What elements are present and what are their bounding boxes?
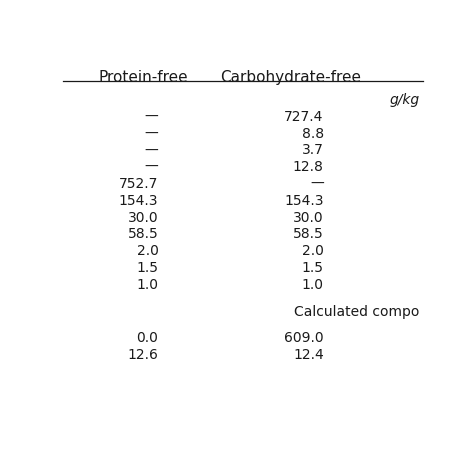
Text: 0.0: 0.0	[137, 331, 158, 346]
Text: 752.7: 752.7	[119, 177, 158, 191]
Text: Protein-free: Protein-free	[99, 70, 189, 85]
Text: 12.6: 12.6	[128, 348, 158, 362]
Text: 1.5: 1.5	[137, 261, 158, 275]
Text: —: —	[310, 177, 324, 191]
Text: 2.0: 2.0	[137, 244, 158, 258]
Text: 8.8: 8.8	[301, 127, 324, 141]
Text: 3.7: 3.7	[302, 143, 324, 157]
Text: 609.0: 609.0	[284, 331, 324, 346]
Text: 58.5: 58.5	[293, 228, 324, 241]
Text: —: —	[145, 143, 158, 157]
Text: 30.0: 30.0	[293, 210, 324, 225]
Text: 58.5: 58.5	[128, 228, 158, 241]
Text: g/kg: g/kg	[389, 93, 419, 108]
Text: —: —	[145, 160, 158, 174]
Text: 154.3: 154.3	[119, 194, 158, 208]
Text: 1.0: 1.0	[302, 278, 324, 292]
Text: —: —	[145, 110, 158, 124]
Text: Carbohydrate-free: Carbohydrate-free	[220, 70, 361, 85]
Text: 12.8: 12.8	[293, 160, 324, 174]
Text: 727.4: 727.4	[284, 110, 324, 124]
Text: 30.0: 30.0	[128, 210, 158, 225]
Text: 154.3: 154.3	[284, 194, 324, 208]
Text: 2.0: 2.0	[302, 244, 324, 258]
Text: Calculated compo: Calculated compo	[294, 305, 419, 319]
Text: 1.0: 1.0	[137, 278, 158, 292]
Text: 1.5: 1.5	[302, 261, 324, 275]
Text: —: —	[145, 127, 158, 141]
Text: 12.4: 12.4	[293, 348, 324, 362]
